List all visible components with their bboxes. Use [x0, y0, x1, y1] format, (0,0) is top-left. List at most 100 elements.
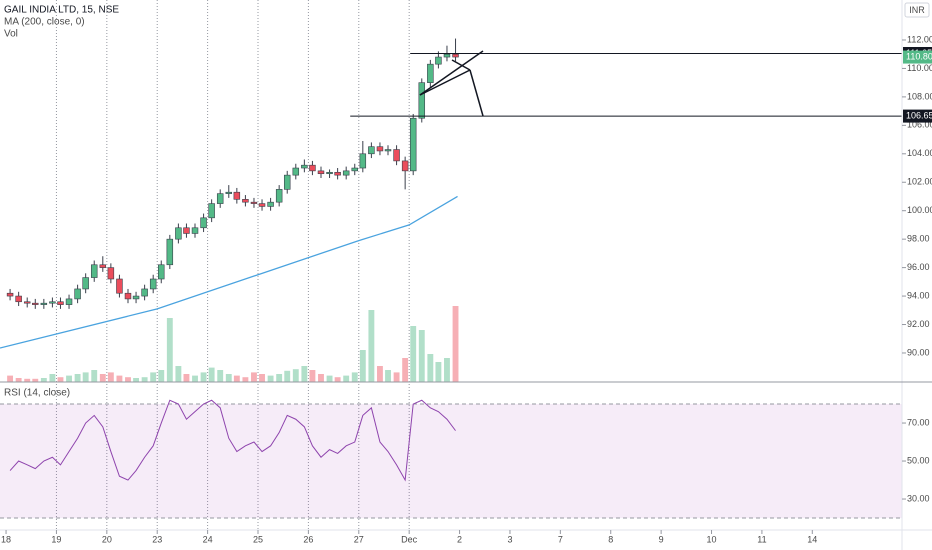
volume-bar: [150, 372, 157, 382]
legend-item: MA (200, close, 0): [4, 17, 85, 28]
volume-bar: [91, 370, 98, 382]
candle-body: [141, 288, 148, 297]
volume-bar: [192, 375, 198, 382]
price-badge-label: 106.65: [906, 110, 932, 120]
candle-body: [23, 301, 31, 304]
volume-bar: [427, 354, 434, 382]
volume-bar: [385, 370, 391, 382]
volume-bar: [208, 367, 215, 382]
y-tick-label: 110.00: [907, 63, 932, 73]
price-badge: [903, 50, 932, 64]
candle-body: [409, 117, 417, 172]
trend-line: [451, 59, 471, 71]
y-tick-label: 92.00: [907, 319, 930, 329]
candle-body: [301, 164, 308, 169]
volume-bar: [49, 374, 56, 382]
rsi-band: [0, 404, 902, 519]
y-tick-label: 108.00: [907, 91, 932, 101]
volume-bar: [107, 372, 114, 382]
volume-bar: [284, 370, 291, 382]
rsi-tick-label: 50.00: [907, 455, 930, 465]
candle-body: [124, 292, 132, 300]
y-tick-label: 100.00: [907, 205, 932, 215]
ma-line: [0, 195, 458, 349]
candle-body: [99, 264, 107, 268]
volume-bar: [233, 375, 240, 382]
candle-body: [166, 238, 174, 266]
x-tick-label: 24: [203, 534, 213, 544]
candle-body: [40, 302, 48, 305]
volume-bar: [444, 358, 450, 382]
volume-bar: [57, 377, 64, 382]
x-tick-label: 8: [608, 534, 613, 544]
rsi-line: [9, 399, 456, 482]
volume-bar: [402, 358, 409, 382]
volume-bar: [435, 362, 442, 382]
volume-bar: [15, 378, 22, 382]
drawing: [419, 50, 484, 117]
volume-bar: [359, 350, 366, 382]
candle-body: [393, 149, 400, 162]
volume-bar: [368, 310, 375, 382]
candle-body: [208, 203, 215, 219]
volume-bar: [410, 326, 417, 382]
volume-bar: [292, 369, 299, 382]
currency-box[interactable]: [904, 2, 930, 18]
x-tick-label: 27: [354, 534, 364, 544]
volume-bar: [217, 370, 224, 382]
candle-body: [443, 53, 451, 58]
candle-body: [309, 164, 316, 172]
trend-line: [419, 69, 471, 96]
candle-body: [90, 264, 98, 278]
volume-bar: [377, 366, 383, 382]
x-tick-label: 9: [659, 534, 664, 544]
candle-body: [351, 167, 358, 172]
price-badge: [903, 109, 932, 123]
y-tick-label: 98.00: [907, 234, 930, 244]
candle-body: [200, 217, 207, 229]
volume-bar: [133, 378, 139, 382]
plot-layer: [0, 38, 902, 482]
volume-bar: [225, 374, 232, 382]
candle-body: [175, 227, 182, 240]
volume-bar: [82, 372, 89, 382]
volume-bar: [301, 366, 308, 382]
candle-body: [326, 171, 333, 175]
volume-bar: [116, 375, 123, 382]
y-tick-label: 106.00: [907, 120, 932, 130]
x-tick-label: 11: [757, 534, 766, 544]
volume-bar: [74, 374, 81, 382]
candle-body: [116, 278, 123, 294]
candle-body: [292, 167, 300, 176]
candle-body: [283, 174, 291, 190]
candle-body: [15, 295, 22, 303]
volume-bar: [251, 372, 257, 382]
candle-body: [275, 189, 283, 203]
volume-bar: [242, 377, 249, 382]
volume-bar: [200, 372, 207, 382]
volume-bar: [32, 378, 39, 382]
candle-body: [132, 295, 140, 300]
rsi-tick-label: 30.00: [907, 493, 930, 503]
candle-body: [65, 298, 73, 305]
candle-body: [183, 227, 190, 234]
volume-bar: [318, 374, 324, 382]
x-tick-label: 14: [807, 534, 817, 544]
volume-bar: [343, 375, 350, 382]
x-tick-label: 2: [457, 534, 462, 544]
volume-bar: [166, 318, 173, 382]
volume-bar: [141, 377, 148, 382]
volume-bar: [24, 378, 31, 382]
candle-body: [158, 264, 165, 280]
volume-bar: [452, 306, 459, 382]
volume-bar: [418, 330, 425, 382]
candle-body: [334, 171, 341, 176]
volume-bar: [175, 366, 182, 382]
y-tick-label: 90.00: [907, 347, 930, 357]
candle-body: [74, 288, 81, 300]
currency: INR: [909, 5, 925, 15]
trend-line: [419, 50, 484, 96]
volume-bar: [158, 370, 165, 382]
